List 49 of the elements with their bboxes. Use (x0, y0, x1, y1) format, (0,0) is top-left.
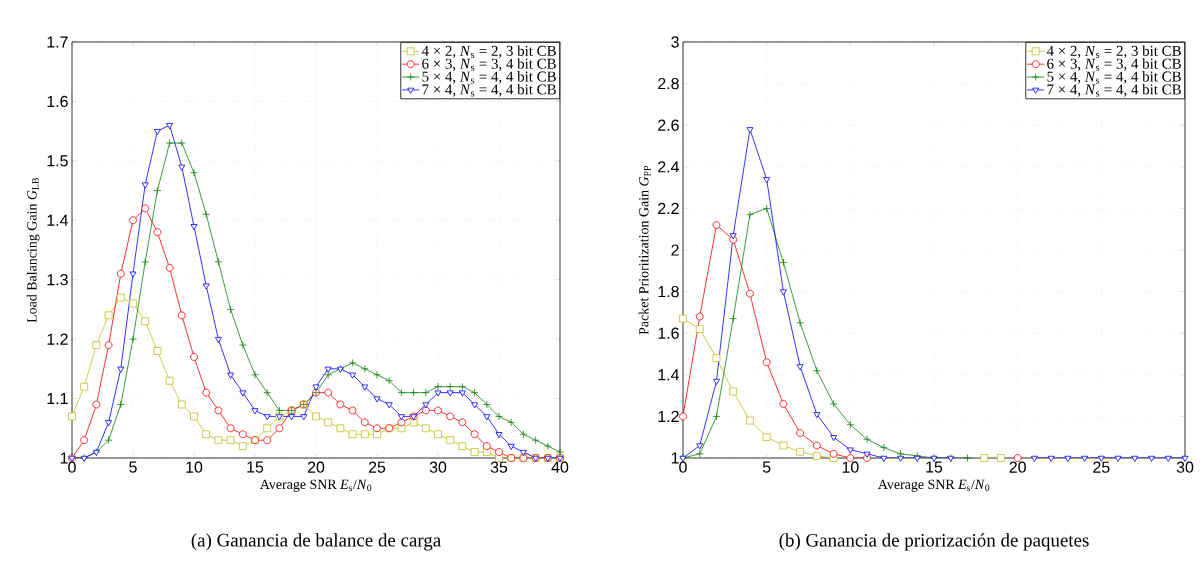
x-tick-label: 30 (1176, 461, 1194, 473)
x-tick-label: 10 (186, 461, 203, 473)
y-tick-label: 1.2 (658, 410, 679, 422)
legend-label: 5 × 4, N$_{s}$ = 4, 4 bit CB (422, 71, 556, 84)
legend-label: 4 × 2, N$_{s}$ = 2, 3 bit CB (421, 45, 556, 59)
legend-label: 7 × 4, N$_{s}$ = 4, 4 bit CB (1047, 83, 1181, 97)
y-tick-label: 1.7 (47, 36, 68, 48)
x-tick-label: 20 (1009, 461, 1026, 473)
y-tick-label: 1 (671, 452, 679, 464)
y-tick-label: 1.1 (47, 393, 68, 405)
y-tick-label: 3 (671, 36, 679, 48)
legend-label: 4 × 2, N$_{s}$ = 2, 3 bit CB (1046, 45, 1181, 59)
y-tick-label: 1.4 (47, 214, 69, 226)
x-tick-label: 5 (762, 461, 771, 473)
y-tick-label: 1 (60, 452, 68, 464)
legend-label: 5 × 4, N$_{s}$ = 4, 4 bit CB (1047, 71, 1181, 84)
x-tick-label: 15 (926, 461, 943, 473)
y-tick-label: 1.8 (658, 285, 679, 298)
y-tick-label: 1.3 (47, 274, 68, 286)
x-axis-title: Average SNR E$_{s}$/N$_{0}$ (259, 479, 372, 492)
y-tick-label: 2.2 (658, 202, 679, 214)
y-tick-label: 2.8 (658, 77, 679, 90)
legend-label: 6 × 3, N$_{s}$ = 3, 4 bit CB (422, 58, 556, 71)
x-tick-label: 10 (842, 461, 859, 473)
y-axis-title: Packet Prioritization Gain G$_{PP}$ (638, 165, 651, 335)
y-tick-label: 1.4 (658, 369, 680, 381)
x-tick-label: 20 (307, 461, 325, 473)
y-axis-title: Load Balancing Gain G$_{LB}$ (26, 178, 40, 323)
x-tick-label: 25 (1093, 461, 1110, 473)
y-tick-label: 1.2 (47, 333, 68, 345)
x-tick-label: 5 (129, 461, 137, 473)
legend-label: 7 × 4, N$_{s}$ = 4, 4 bit CB (422, 83, 556, 97)
x-tick-label: 35 (490, 461, 508, 473)
text: (b) Ganancia de priorización de paquetes (779, 533, 1089, 551)
x-tick-label: 30 (429, 461, 447, 473)
x-tick-label: 40 (551, 461, 569, 473)
y-tick-label: 1.6 (47, 95, 68, 108)
y-tick-label: 1.5 (47, 155, 68, 167)
x-tick-label: 25 (368, 461, 386, 473)
y-tick-label: 2.4 (658, 161, 680, 173)
x-axis-title: Average SNR E$_{s}$/N$_{0}$ (877, 479, 990, 492)
text: (a) Ganancia de balance de carga (191, 533, 441, 551)
y-tick-label: 2 (671, 244, 679, 256)
x-tick-label: 0 (679, 461, 687, 473)
y-tick-label: 2.6 (658, 119, 679, 131)
x-tick-label: 15 (247, 461, 264, 473)
legend-label: 6 × 3, N$_{s}$ = 3, 4 bit CB (1047, 58, 1181, 71)
x-tick-label: 0 (68, 461, 76, 473)
y-tick-label: 1.6 (658, 327, 679, 339)
